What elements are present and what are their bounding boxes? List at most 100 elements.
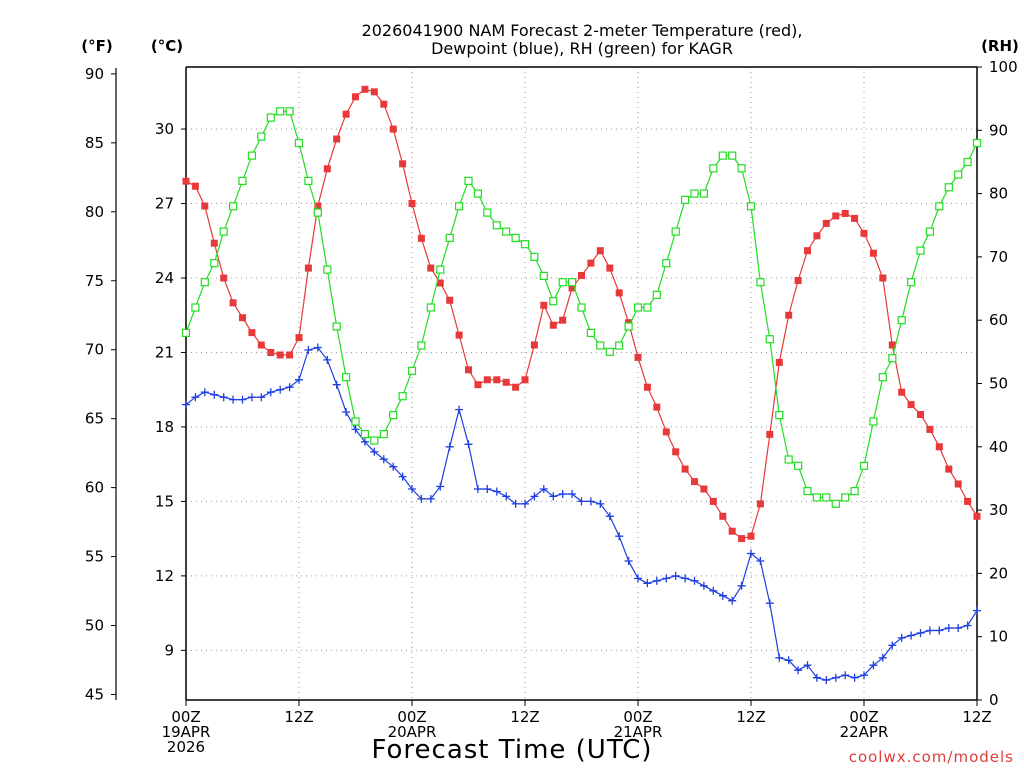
rh-point: [925, 227, 935, 236]
fahrenheit-tick-label: 55: [85, 548, 104, 566]
temperature-point: [502, 378, 510, 386]
temperature-point: [691, 478, 698, 486]
x-tick-label: 12Z: [510, 708, 539, 726]
rh-point: [247, 151, 256, 160]
rh-point: [257, 132, 266, 141]
dewpoint-point: [492, 487, 501, 496]
dewpoint-point: [634, 574, 642, 583]
dewpoint-point: [558, 490, 567, 498]
rh-point: [294, 138, 304, 148]
rh-point: [389, 411, 398, 420]
x-tick-label: 20APR: [388, 723, 437, 741]
dewpoint-point: [473, 485, 482, 493]
dewpoint-point: [521, 499, 529, 508]
temperature-point: [229, 299, 237, 307]
dewpoint-point: [266, 388, 275, 397]
temperature-point: [898, 388, 906, 396]
temperature-point: [926, 425, 934, 433]
dewpoint-point: [323, 355, 332, 364]
temperature-point: [804, 247, 811, 255]
temperature-point: [559, 316, 567, 324]
dewpoint-point: [332, 380, 341, 389]
celsius-tick-label: 12: [155, 567, 174, 585]
rh-point: [492, 221, 501, 230]
dewpoint-point: [756, 557, 765, 565]
temperature-point: [794, 277, 802, 284]
rh-point: [897, 316, 906, 325]
temperature-point: [596, 247, 604, 255]
rh-point: [869, 417, 878, 426]
temperature-point: [813, 232, 821, 240]
rh-point: [577, 303, 586, 312]
temperature-point: [333, 135, 341, 143]
series-layer: [181, 85, 982, 685]
temperature-point: [512, 383, 520, 391]
temperature-point: [361, 85, 369, 93]
rh-point: [831, 499, 840, 508]
dewpoint-point: [681, 574, 690, 583]
dewpoint-point: [812, 673, 821, 682]
rh-point: [850, 487, 859, 496]
rh-point: [445, 233, 454, 242]
rh-point: [323, 265, 332, 274]
rh-tick-label: 50: [989, 375, 1008, 393]
dewpoint-line: [185, 346, 978, 681]
dewpoint-point: [295, 375, 303, 384]
temperature-point: [352, 93, 359, 101]
rh-point: [379, 430, 388, 439]
dewpoint-point: [408, 485, 416, 493]
rh-tick-label: 60: [989, 311, 1008, 329]
rh-point: [407, 366, 417, 375]
rh-point: [812, 493, 822, 502]
temperature-point: [973, 512, 981, 520]
temperature-point: [399, 160, 407, 168]
temperature-point: [248, 329, 256, 337]
rh-point: [878, 373, 887, 382]
fahrenheit-tick-label: 90: [85, 65, 104, 83]
rh-tick-label: 20: [989, 564, 1008, 582]
dewpoint-point: [370, 447, 379, 456]
rh-point: [304, 176, 313, 185]
rh-point: [906, 278, 916, 287]
fahrenheit-tick-label: 85: [85, 134, 104, 152]
dewpoint-point: [455, 405, 464, 414]
rh-point: [671, 227, 680, 236]
rh-point: [511, 233, 520, 242]
rh-point: [426, 303, 435, 312]
dewpoint-point: [426, 494, 435, 503]
temperature-point: [455, 331, 463, 339]
celsius-tick-label: 24: [155, 269, 174, 287]
fahrenheit-unit-label: (°F): [81, 37, 112, 55]
rh-point: [803, 487, 812, 496]
rh-point: [680, 195, 690, 204]
temperature-point: [474, 381, 482, 389]
temperature-point: [587, 259, 595, 267]
dewpoint-point: [662, 574, 671, 583]
rh-point: [643, 303, 652, 312]
rh-tick-label: 70: [989, 248, 1008, 266]
celsius-unit-label: (°C): [151, 37, 183, 55]
temperature-point: [286, 351, 294, 359]
rh-tick-label: 40: [989, 438, 1008, 456]
x-tick-label: 21APR: [614, 723, 663, 741]
temperature-point: [323, 165, 331, 173]
temperature-point: [540, 301, 548, 309]
dewpoint-point: [775, 653, 784, 662]
temperature-point: [954, 480, 962, 488]
x-tick-label: 12Z: [962, 708, 991, 726]
temperature-point: [888, 341, 896, 349]
dewpoint-point: [549, 492, 558, 501]
dewpoint-point: [417, 494, 426, 503]
chart-title-line-1: 2026041900 NAM Forecast 2-meter Temperat…: [362, 21, 803, 40]
dewpoint-point: [436, 482, 445, 491]
temperature-point: [521, 376, 529, 384]
x-tick-label: 00Z: [849, 708, 878, 726]
celsius-tick-label: 30: [155, 120, 174, 138]
rh-point: [200, 278, 209, 287]
temperature-point: [738, 535, 746, 543]
dewpoint-point: [182, 400, 190, 409]
rh-point: [398, 392, 407, 401]
rh-point: [699, 189, 709, 198]
rh-point: [370, 436, 379, 445]
x-tick-label: 19APR: [162, 723, 211, 741]
